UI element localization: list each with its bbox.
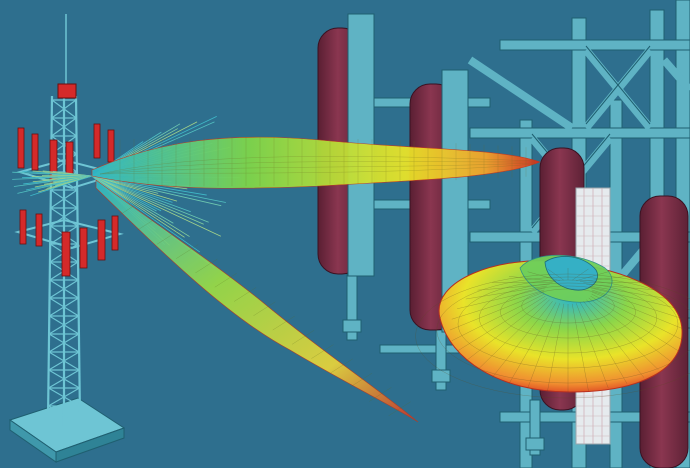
panel-mount-pipes: [342, 269, 545, 456]
lower-beam-lobe: [95, 179, 419, 423]
sector-antenna-panel-2: [409, 69, 469, 333]
radiation-pattern-icon: [415, 254, 690, 399]
cell-tower-icon: [8, 14, 126, 463]
upper-beam-lobe: [12, 116, 541, 268]
tower-red-panels: [17, 123, 119, 277]
